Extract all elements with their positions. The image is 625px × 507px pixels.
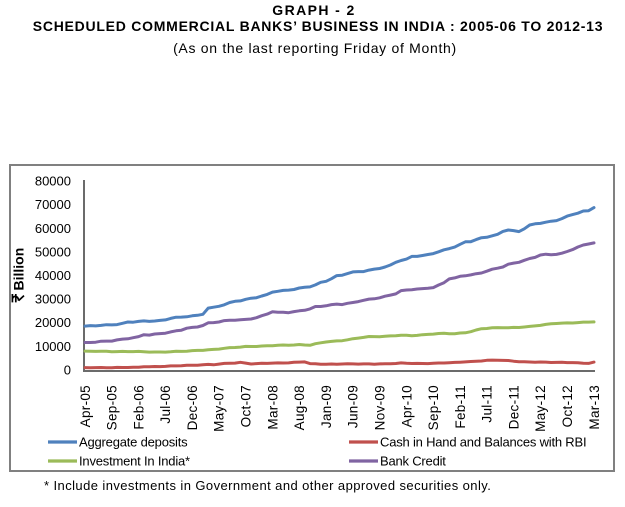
svg-text:Jan-09: Jan-09 xyxy=(319,385,334,428)
svg-text:50000: 50000 xyxy=(35,244,71,259)
svg-text:Apr-10: Apr-10 xyxy=(399,385,414,427)
svg-text:Bank Credit: Bank Credit xyxy=(380,454,446,469)
svg-text:Oct-12: Oct-12 xyxy=(560,385,575,427)
svg-text:* Include investments in Gover: * Include investments in Government and … xyxy=(44,478,491,493)
svg-text:Apr-05: Apr-05 xyxy=(78,385,93,427)
svg-text:Mar-13: Mar-13 xyxy=(587,385,602,430)
svg-text:20000: 20000 xyxy=(35,315,71,330)
svg-text:Jul-11: Jul-11 xyxy=(480,385,495,423)
svg-text:Cash in Hand and Balances with: Cash in Hand and Balances with RBI xyxy=(380,435,586,450)
svg-text:Feb-06: Feb-06 xyxy=(131,385,146,430)
svg-text:Sep-05: Sep-05 xyxy=(105,385,120,430)
svg-text:SCHEDULED COMMERCIAL BANKS’ BU: SCHEDULED COMMERCIAL BANKS’ BUSINESS IN … xyxy=(33,18,603,34)
svg-text:Dec-06: Dec-06 xyxy=(185,385,200,430)
svg-text:Jun-09: Jun-09 xyxy=(346,385,361,428)
svg-text:Mar-08: Mar-08 xyxy=(265,385,280,430)
svg-text:70000: 70000 xyxy=(35,197,71,212)
svg-text:60000: 60000 xyxy=(35,221,71,236)
svg-text:Dec-11: Dec-11 xyxy=(506,385,521,429)
svg-text:(As on the last reporting Frid: (As on the last reporting Friday of Mont… xyxy=(173,40,457,56)
svg-text:0: 0 xyxy=(64,363,71,378)
svg-text:Aggregate deposits: Aggregate deposits xyxy=(79,435,188,450)
svg-text:80000: 80000 xyxy=(35,174,71,189)
svg-text:GRAPH - 2: GRAPH - 2 xyxy=(272,2,355,18)
svg-text:Nov-09: Nov-09 xyxy=(373,385,388,430)
svg-text:30000: 30000 xyxy=(35,292,71,307)
svg-text:40000: 40000 xyxy=(35,268,71,283)
svg-text:Oct-07: Oct-07 xyxy=(239,385,254,427)
svg-text:May-07: May-07 xyxy=(212,385,227,432)
svg-text:Investment In India*: Investment In India* xyxy=(79,454,190,469)
svg-text:Aug-08: Aug-08 xyxy=(292,385,307,430)
svg-text:Sep-10: Sep-10 xyxy=(426,385,441,430)
svg-text:10000: 10000 xyxy=(35,339,71,354)
svg-text:Billion: Billion xyxy=(11,248,27,291)
svg-text:Feb-11: Feb-11 xyxy=(453,385,468,429)
svg-text:Jul-06: Jul-06 xyxy=(158,385,173,424)
svg-text:May-12: May-12 xyxy=(533,385,548,432)
